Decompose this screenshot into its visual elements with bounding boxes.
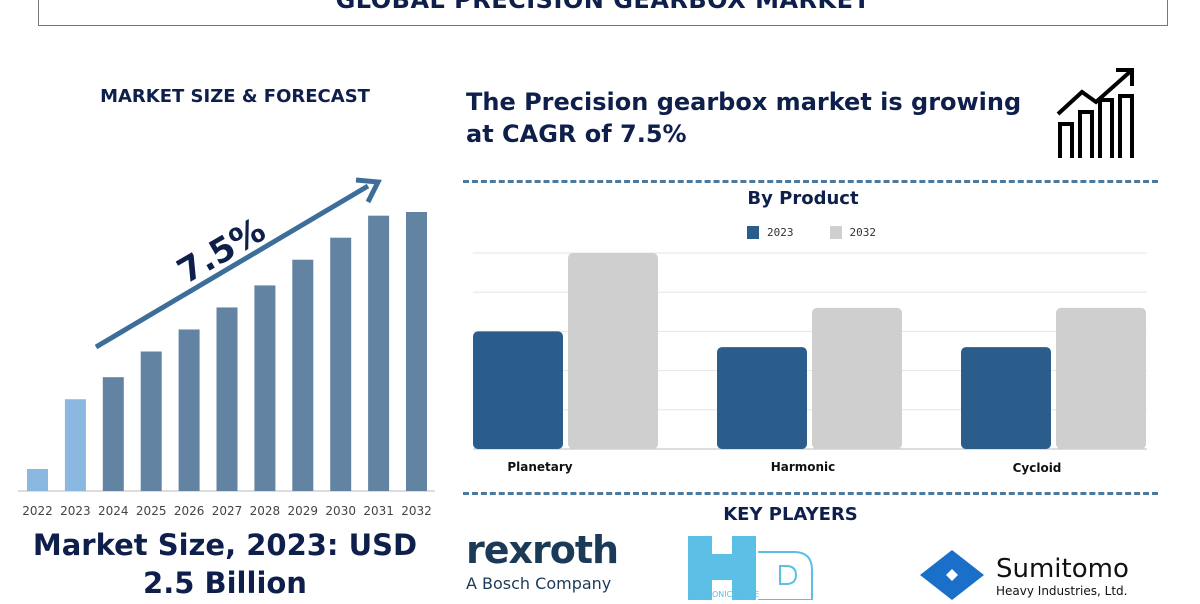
bar-2030 [330,237,352,491]
divider [463,492,1158,495]
market-size-heading: MARKET SIZE & FORECAST [100,86,370,107]
year-label: 2023 [60,504,91,518]
growth-chart-icon [1056,68,1134,158]
logo-name: Sumitomo [996,554,1129,584]
cagr-headline: The Precision gearbox market is growing … [466,88,1022,148]
product-chart [473,252,1147,450]
market-forecast-chart: 2022 2023 2024 2025 2026 2027 2028 2029 2030 2031… [18,177,435,518]
bar-2023 [64,399,86,491]
cagr-annotation: 7.5% [171,210,273,292]
logo-sub: HARMONIC DRIVE [688,590,760,599]
year-label: 2029 [288,504,319,518]
bar-harmonic-2023 [717,347,807,449]
year-label: 2024 [98,504,129,518]
logo-sub: A Bosch Company [466,574,612,593]
key-players-title: KEY PLAYERS [723,504,858,525]
bar-2022 [27,468,48,491]
bar-2032 [406,212,427,491]
bar-2027 [216,307,238,491]
year-label: 2030 [325,504,356,518]
legend: 2023 2032 [747,226,876,239]
legend-label: 2023 [767,226,794,239]
category-label: Harmonic [770,460,836,474]
bar-cycloid-2023 [961,347,1051,449]
logo-sub: Heavy Industries, Ltd. [996,584,1128,598]
bar-planetary-2023 [473,331,563,449]
category-label: Planetary [507,460,573,474]
legend-swatch-2023 [747,226,759,239]
bar-2024 [102,377,124,491]
year-label: 2022 [22,504,53,518]
page-title: GLOBAL PRECISION GEARBOX MARKET [335,0,871,14]
year-label: 2027 [212,504,243,518]
bar-2025 [140,351,162,491]
bar-planetary-2032 [568,253,658,449]
product-chart-title: By Product [747,188,859,209]
harmonic-drive-logo: HARMONIC DRIVE [688,536,814,601]
year-label: 2025 [136,504,167,518]
arrow-head-icon [355,177,382,204]
year-label: 2031 [363,504,394,518]
year-label: 2026 [174,504,205,518]
growth-arrow [94,183,370,350]
legend-swatch-2032 [829,226,842,239]
bar-2028 [254,285,276,491]
bar-2031 [368,215,390,491]
legend-label: 2032 [849,226,877,239]
title-box: GLOBAL PRECISION GEARBOX MARKET [38,0,1168,26]
market-size-text: Market Size, 2023: USD 2.5 Billion [32,528,418,600]
bar-2029 [292,259,314,491]
year-label: 2032 [401,504,432,518]
year-label: 2028 [250,504,281,518]
bar-2026 [178,329,200,491]
rexroth-logo: rexroth A Bosch Company [466,528,619,593]
bar-cycloid-2032 [1056,307,1146,449]
logo-name: rexroth [466,528,619,572]
category-label: Cycloid [1012,461,1062,475]
divider [463,180,1158,183]
bar-harmonic-2032 [812,307,902,449]
